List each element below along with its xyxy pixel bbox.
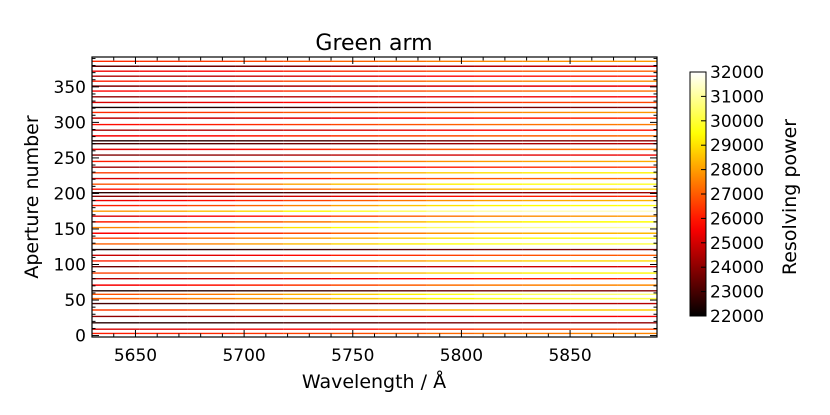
colorbar-tick-label: 22000: [710, 307, 764, 327]
x-axis-label: Wavelength / Å: [302, 370, 446, 393]
y-tick-label: 50: [64, 291, 86, 311]
y-tick-label: 100: [54, 256, 86, 276]
y-tick-label: 200: [54, 184, 86, 204]
colorbar-tick-label: 24000: [710, 258, 764, 278]
y-tick-label: 300: [54, 113, 86, 133]
colorbar-tick-label: 27000: [710, 185, 764, 205]
y-tick-label: 250: [54, 149, 86, 169]
y-axis-ticks: 0 50 100 150 200 250 300 350: [54, 57, 657, 347]
colorbar-label: Resolving power: [779, 119, 801, 275]
x-tick-label: 5700: [222, 346, 265, 366]
colorbar-tick-label: 23000: [710, 283, 764, 303]
y-tick-label: 150: [54, 220, 86, 240]
x-tick-label: 5650: [114, 346, 157, 366]
colorbar-ticks: 22000 23000 24000 25000 26000 27000 28000 29000…: [701, 63, 764, 327]
colorbar-tick-label: 29000: [710, 136, 764, 156]
x-tick-label: 5850: [548, 346, 591, 366]
colorbar-tick-label: 32000: [710, 63, 764, 83]
colorbar-tick-label: 31000: [710, 87, 764, 107]
chart-title: Green arm: [315, 31, 432, 56]
y-axis-label: Aperture number: [21, 115, 43, 279]
colorbar-tick-label: 26000: [710, 209, 764, 229]
y-tick-label: 0: [75, 327, 86, 347]
colorbar-tick-label: 30000: [710, 112, 764, 132]
x-axis-ticks: 5650 5700 5750 5800 5850: [91, 57, 658, 366]
aperture-lines: [92, 60, 657, 335]
x-tick-label: 5800: [440, 346, 483, 366]
colorbar-tick-label: 28000: [710, 161, 764, 181]
x-tick-label: 5750: [331, 346, 374, 366]
colorbar-tick-label: 25000: [710, 234, 764, 254]
y-tick-label: 350: [54, 78, 86, 98]
